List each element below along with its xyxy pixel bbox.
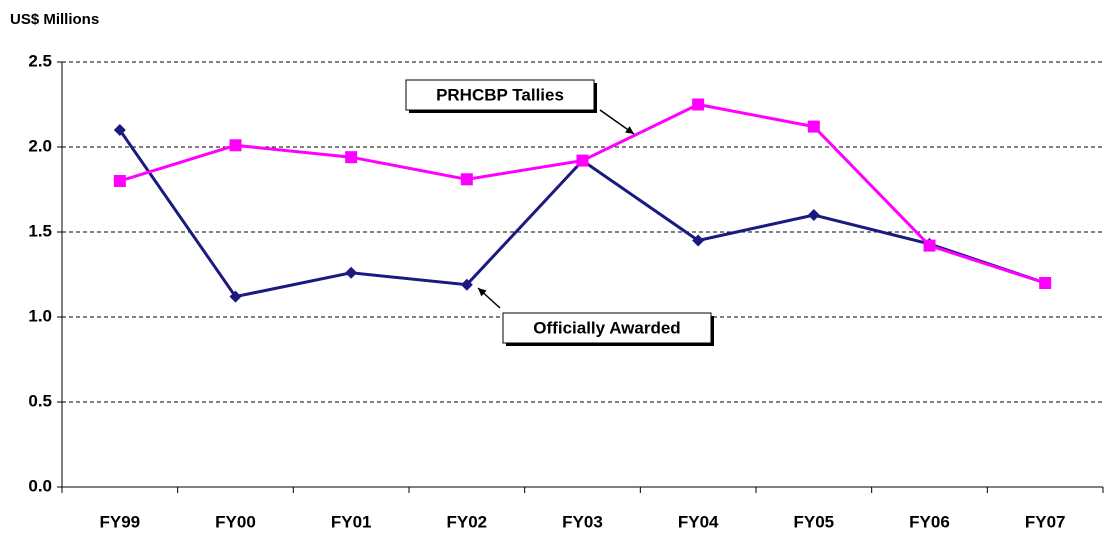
x-tick-label: FY05 (794, 512, 835, 531)
legend-box (502, 312, 712, 344)
marker (229, 139, 242, 152)
x-tick-label: FY99 (100, 512, 141, 531)
marker (576, 154, 589, 167)
marker (807, 209, 820, 221)
marker (460, 173, 473, 186)
marker (345, 266, 358, 279)
marker (229, 290, 242, 303)
marker (113, 124, 126, 136)
y-tick-label: 0.0 (28, 476, 52, 495)
y-tick-label: 1.0 (28, 306, 52, 325)
marker (1039, 277, 1052, 289)
x-tick-label: FY02 (447, 512, 488, 531)
arrow-head (478, 288, 487, 297)
x-tick-label: FY04 (678, 512, 719, 531)
legend-label: Officially Awarded (533, 318, 680, 337)
marker (345, 151, 358, 164)
marker (113, 175, 126, 187)
marker (460, 278, 473, 291)
y-tick-label: 2.5 (28, 51, 52, 70)
series-line (119, 102, 1046, 285)
y-axis-label: US$ Millions (10, 11, 99, 28)
x-tick-label: FY03 (562, 512, 603, 531)
y-tick-label: 0.5 (28, 391, 52, 410)
y-tick-label: 1.5 (28, 221, 52, 240)
x-tick-label: FY00 (215, 512, 256, 531)
marker (692, 98, 705, 111)
x-tick-label: FY01 (331, 512, 372, 531)
marker (692, 234, 705, 247)
legend-box (405, 79, 595, 111)
arrow-head (625, 126, 634, 134)
x-tick-label: FY06 (909, 512, 950, 531)
marker (807, 120, 820, 133)
legend-label: PRHCBP Tallies (436, 85, 564, 104)
marker (923, 239, 936, 252)
y-tick-label: 2.0 (28, 136, 52, 155)
x-tick-label: FY07 (1025, 512, 1066, 531)
